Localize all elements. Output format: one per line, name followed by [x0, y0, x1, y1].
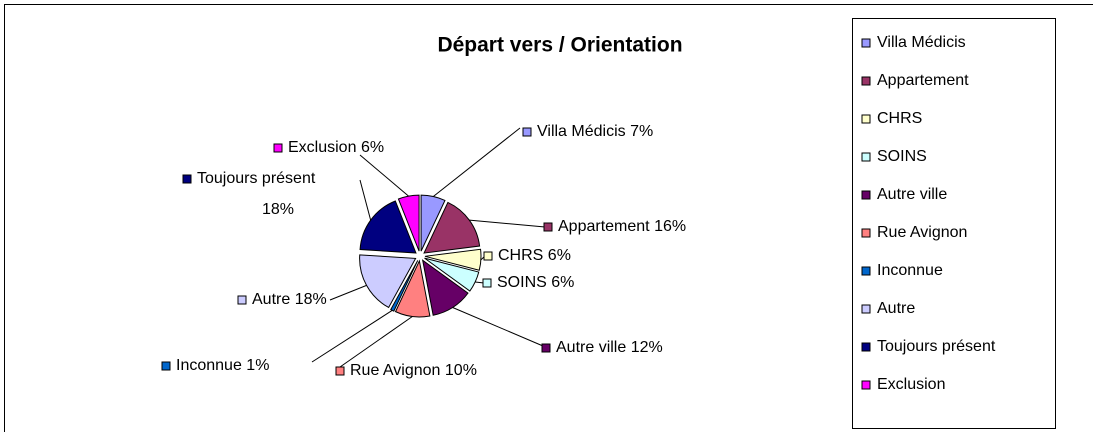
leader-line	[432, 127, 521, 197]
legend-label: SOINS	[877, 148, 927, 165]
label-swatch	[483, 251, 493, 261]
label-swatch	[482, 278, 492, 288]
label-swatch	[541, 343, 551, 353]
data-label: Autre 18%	[252, 291, 327, 308]
label-swatch	[273, 143, 283, 153]
legend-swatch	[861, 38, 871, 48]
leader-line	[329, 284, 367, 301]
data-label-value: 1%	[246, 357, 269, 374]
legend-label: Villa Médicis	[877, 34, 966, 51]
data-label-category: Appartement	[558, 218, 650, 235]
data-label-category: Villa Médicis	[537, 123, 626, 140]
data-label-value: 6%	[548, 247, 571, 264]
data-label-value: 16%	[654, 218, 686, 235]
data-label: Toujours présent 18%	[197, 170, 316, 218]
data-label-value: 7%	[630, 123, 653, 140]
pie-slice	[421, 259, 469, 316]
leader-line	[359, 154, 409, 197]
data-label: Exclusion 6%	[288, 139, 384, 156]
label-swatch	[335, 366, 345, 376]
legend-swatch	[861, 228, 871, 238]
data-label-category: SOINS	[497, 274, 547, 291]
legend-swatch	[861, 304, 871, 314]
label-swatch	[543, 222, 553, 232]
data-label: Inconnue 1%	[176, 357, 269, 374]
data-label-category: Rue Avignon	[350, 362, 440, 379]
legend-label: CHRS	[877, 110, 922, 127]
leader-line	[469, 219, 546, 228]
legend-label: Exclusion	[877, 376, 945, 393]
data-label: CHRS 6%	[498, 247, 571, 264]
data-label-category: Exclusion	[288, 139, 356, 156]
legend-swatch	[861, 152, 871, 162]
legend-box	[852, 18, 1056, 429]
label-swatch	[522, 127, 532, 137]
leader-line	[339, 316, 413, 368]
pie-slice	[390, 260, 419, 312]
legend-label: Toujours présent	[877, 338, 996, 355]
data-label-value: 6%	[551, 274, 574, 291]
data-label-category: CHRS	[498, 247, 543, 264]
legend-label: Rue Avignon	[877, 224, 967, 241]
data-label: Rue Avignon 10%	[350, 362, 477, 379]
data-label-value: 6%	[361, 139, 384, 156]
legend-swatch	[861, 114, 871, 124]
label-swatch	[161, 361, 171, 371]
data-label: Villa Médicis 7%	[537, 123, 653, 140]
legend-swatch	[861, 380, 871, 390]
label-swatch	[237, 295, 247, 305]
data-label-value: 12%	[631, 339, 663, 356]
legend-label: Autre ville	[877, 186, 947, 203]
pie-slice	[359, 200, 417, 254]
label-swatch	[182, 174, 192, 184]
leader-line	[452, 307, 544, 347]
leader-line	[311, 309, 393, 363]
legend-swatch	[861, 190, 871, 200]
pie-slice	[394, 259, 431, 318]
data-label-category: Autre	[252, 291, 290, 308]
data-label-value: 18%	[295, 291, 327, 308]
legend-swatch	[861, 266, 871, 276]
pie-slice	[397, 194, 420, 252]
legend-swatch	[861, 342, 871, 352]
pie-slice	[359, 254, 417, 309]
data-label-category: Inconnue	[176, 357, 242, 374]
leader-line	[359, 179, 372, 221]
data-label: Appartement 16%	[558, 218, 686, 235]
legend-label: Appartement	[877, 72, 969, 89]
chart-title: Départ vers / Orientation	[437, 34, 682, 57]
legend-label: Autre	[877, 300, 915, 317]
data-label-value: 18%	[262, 201, 294, 218]
data-label: SOINS 6%	[497, 274, 574, 291]
data-label-value: 10%	[445, 362, 477, 379]
data-label: Autre ville 12%	[556, 339, 663, 356]
data-label-category: Autre ville	[556, 339, 626, 356]
legend-label: Inconnue	[877, 262, 943, 279]
legend-swatch	[861, 76, 871, 86]
data-label-category: Toujours présent	[197, 170, 316, 187]
